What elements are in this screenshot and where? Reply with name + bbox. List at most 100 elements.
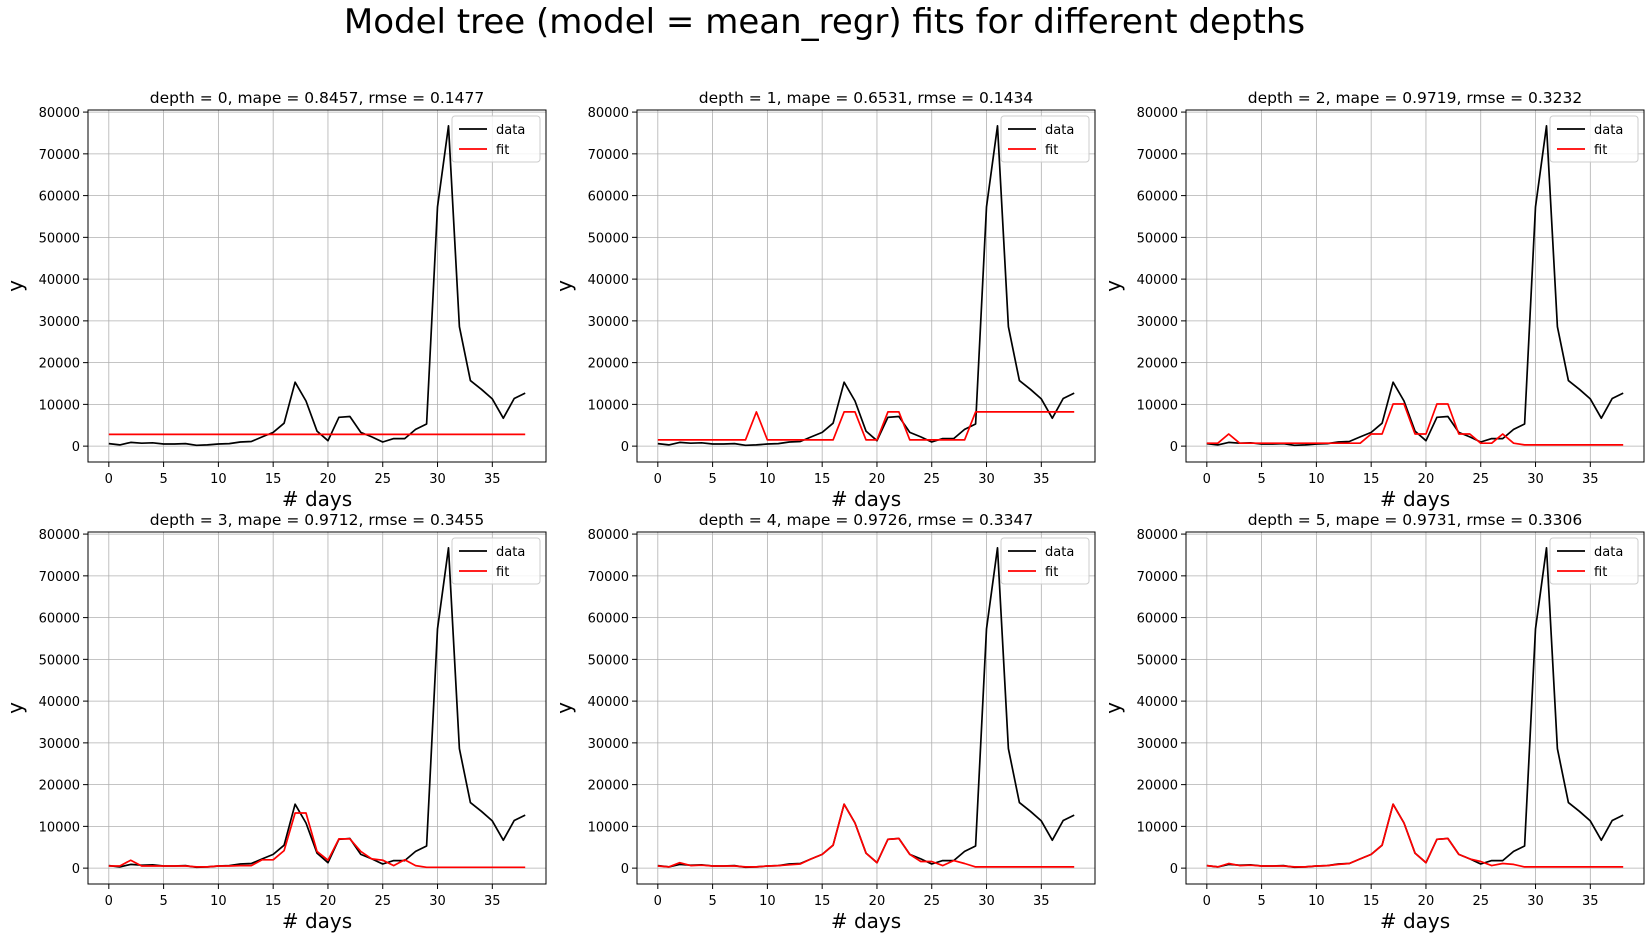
legend-box: [451, 537, 541, 585]
x-tick-label: 15: [265, 472, 282, 487]
y-tick-label: 20000: [39, 779, 80, 794]
legend: data fit: [1549, 115, 1639, 163]
y-tick-label: 50000: [588, 653, 629, 668]
x-tick-label: 25: [923, 472, 940, 487]
series-line-fit: [108, 812, 526, 869]
y-tick-label: 20000: [1137, 779, 1178, 794]
y-tick-label: 80000: [1137, 106, 1178, 121]
y-tick-label: 40000: [39, 695, 80, 710]
y-axis-label: y: [3, 280, 27, 292]
y-tick-label: 60000: [1137, 612, 1178, 627]
y-axis-label: y: [1101, 280, 1125, 292]
x-tick-label: 20: [869, 472, 886, 487]
y-tick-label: 20000: [1137, 357, 1178, 372]
y-tick-label: 70000: [1137, 148, 1178, 163]
x-tick-label: 10: [759, 894, 776, 909]
legend-label-data: data: [1594, 123, 1623, 138]
legend-label-fit: fit: [1045, 565, 1058, 580]
y-tick-label: 0: [621, 862, 629, 877]
subplot-0: 0 5 10 15 20 25 30 35 0 10000 20000 30000 40000 50000…: [3, 89, 547, 511]
y-tick-label: 40000: [1137, 273, 1178, 288]
series-line-data: [108, 547, 526, 869]
y-tick-label: 60000: [39, 612, 80, 627]
x-tick-label: 35: [1033, 894, 1050, 909]
x-tick-label: 5: [708, 894, 716, 909]
series-line-fit: [657, 803, 1075, 868]
legend-label-data: data: [1594, 545, 1623, 560]
series-line-fit: [1206, 803, 1624, 868]
series-line-data: [1206, 547, 1624, 869]
legend-box: [1000, 115, 1090, 163]
y-tick-label: 70000: [588, 570, 629, 585]
x-tick-label: 30: [1527, 894, 1544, 909]
y-tick-label: 30000: [1137, 737, 1178, 752]
legend: data fit: [451, 537, 541, 585]
subplot-title: depth = 5, mape = 0.9731, rmse = 0.3306: [1248, 511, 1582, 529]
x-axis-label: # days: [282, 487, 352, 511]
y-tick-label: 70000: [1137, 570, 1178, 585]
y-tick-label: 70000: [588, 148, 629, 163]
x-tick-label: 30: [978, 472, 995, 487]
subplot-5: 0 5 10 15 20 25 30 35 0 10000 20000 30000 40000 50000…: [1101, 511, 1645, 933]
y-tick-label: 30000: [588, 315, 629, 330]
y-tick-label: 0: [1170, 862, 1178, 877]
x-tick-label: 0: [654, 894, 662, 909]
legend-label-data: data: [1045, 545, 1074, 560]
axes-frame: [87, 531, 547, 885]
y-tick-label: 30000: [39, 315, 80, 330]
legend-box: [451, 115, 541, 163]
legend-label-fit: fit: [496, 143, 509, 158]
x-tick-label: 35: [1582, 472, 1599, 487]
x-axis-label: # days: [831, 909, 901, 933]
series-line-data: [657, 125, 1075, 447]
y-tick-label: 0: [1170, 440, 1178, 455]
y-axis-label: y: [1101, 702, 1125, 714]
y-tick-label: 0: [621, 440, 629, 455]
subplot-1: 0 5 10 15 20 25 30 35 0 10000 20000 30000 40000 50000…: [552, 89, 1096, 511]
x-tick-label: 35: [484, 472, 501, 487]
subplot-2: 0 5 10 15 20 25 30 35 0 10000 20000 30000 40000 50000…: [1101, 89, 1645, 511]
y-tick-label: 80000: [39, 106, 80, 121]
x-tick-label: 0: [1203, 472, 1211, 487]
y-tick-label: 60000: [588, 612, 629, 627]
y-tick-label: 10000: [39, 820, 80, 835]
y-tick-label: 50000: [39, 231, 80, 246]
y-tick-label: 50000: [39, 653, 80, 668]
y-tick-label: 30000: [588, 737, 629, 752]
y-tick-label: 80000: [588, 106, 629, 121]
y-tick-label: 40000: [39, 273, 80, 288]
x-tick-label: 35: [484, 894, 501, 909]
y-axis-label: y: [552, 280, 576, 292]
x-tick-label: 25: [374, 894, 391, 909]
y-tick-label: 30000: [1137, 315, 1178, 330]
legend-label-fit: fit: [1594, 143, 1607, 158]
x-tick-label: 0: [105, 894, 113, 909]
y-tick-label: 50000: [1137, 653, 1178, 668]
x-tick-label: 15: [1363, 894, 1380, 909]
subplot-title: depth = 2, mape = 0.9719, rmse = 0.3232: [1248, 89, 1582, 107]
y-tick-label: 10000: [1137, 398, 1178, 413]
legend-box: [1000, 537, 1090, 585]
x-tick-label: 0: [654, 472, 662, 487]
x-tick-label: 25: [374, 472, 391, 487]
x-tick-label: 30: [978, 894, 995, 909]
x-axis-label: # days: [282, 909, 352, 933]
y-tick-label: 50000: [588, 231, 629, 246]
x-tick-label: 10: [210, 894, 227, 909]
x-tick-label: 10: [210, 472, 227, 487]
y-tick-label: 40000: [588, 273, 629, 288]
x-tick-label: 20: [1418, 472, 1435, 487]
legend-label-fit: fit: [1594, 565, 1607, 580]
subplot-4: 0 5 10 15 20 25 30 35 0 10000 20000 30000 40000 50000…: [552, 511, 1096, 933]
legend-box: [1549, 115, 1639, 163]
legend-label-data: data: [496, 123, 525, 138]
x-tick-label: 0: [1203, 894, 1211, 909]
y-tick-label: 80000: [588, 528, 629, 543]
y-tick-label: 0: [72, 862, 80, 877]
x-axis-label: # days: [831, 487, 901, 511]
legend-label-fit: fit: [1045, 143, 1058, 158]
series-line-fit: [1206, 403, 1624, 446]
y-tick-label: 40000: [1137, 695, 1178, 710]
x-tick-label: 20: [320, 894, 337, 909]
